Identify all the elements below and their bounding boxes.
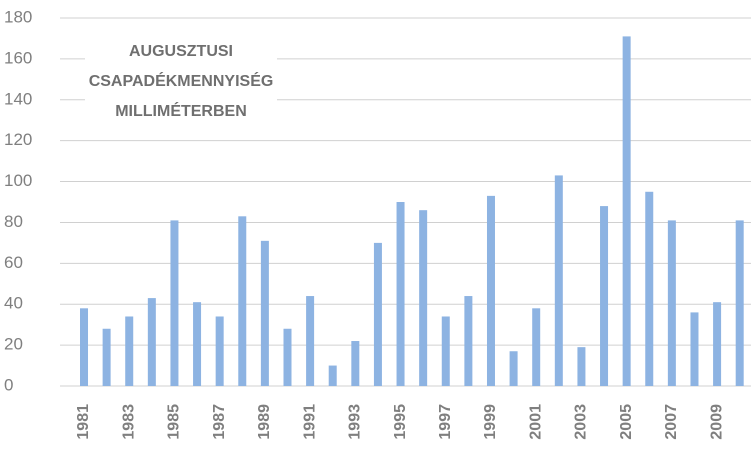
bar: [622, 36, 631, 387]
bar: [102, 328, 111, 386]
bar: [147, 298, 156, 386]
title-box: [85, 33, 277, 131]
bar: [193, 302, 202, 386]
bar: [532, 308, 541, 386]
bar: [373, 242, 382, 386]
x-tick-label: 1999: [482, 404, 499, 440]
x-tick-label: 1983: [120, 404, 137, 440]
bar: [238, 216, 247, 386]
bar: [554, 175, 563, 386]
x-tick-label: 2003: [573, 404, 590, 440]
y-tick-label: 160: [4, 48, 32, 67]
bar: [486, 195, 495, 386]
y-tick-label: 0: [4, 375, 13, 394]
x-tick-label: 1987: [211, 404, 228, 440]
x-tick-label: 1997: [437, 404, 454, 440]
y-tick-label: 80: [4, 212, 23, 231]
x-tick-label: 2007: [663, 404, 680, 440]
bar: [396, 202, 405, 386]
bar: [125, 316, 134, 386]
bar: [600, 206, 609, 386]
y-tick-label: 100: [4, 171, 32, 190]
y-tick-label: 40: [4, 294, 23, 313]
bar: [713, 302, 722, 386]
bar: [441, 316, 450, 386]
bar: [509, 351, 518, 386]
bar: [260, 240, 269, 386]
bar: [328, 365, 337, 386]
bar: [351, 341, 360, 386]
y-tick-label: 140: [4, 89, 32, 108]
bar: [645, 191, 654, 386]
x-tick-label: 1981: [75, 404, 92, 440]
bar: [306, 296, 315, 386]
bar: [577, 347, 586, 386]
x-tick-label: 2005: [618, 404, 635, 440]
x-tick-label: 1985: [166, 404, 183, 440]
bar: [170, 220, 179, 386]
x-tick-label: 1989: [256, 404, 273, 440]
y-tick-label: 180: [4, 7, 32, 26]
y-tick-label: 20: [4, 335, 23, 354]
bar: [215, 316, 224, 386]
chart-title: AUGUSZTUSI: [129, 43, 233, 60]
bar: [419, 210, 428, 386]
x-tick-label: 1993: [347, 404, 364, 440]
bar: [283, 328, 292, 386]
bar: [464, 296, 473, 386]
x-tick-label: 2009: [708, 404, 725, 440]
x-tick-label: 1995: [392, 404, 409, 440]
bar: [690, 312, 699, 386]
x-tick-label: 2001: [527, 404, 544, 440]
bar: [667, 220, 676, 386]
x-tick-label: 1991: [301, 404, 318, 440]
chart-title: MILLIMÉTERBEN: [115, 101, 247, 120]
chart-title: CSAPADÉKMENNYISÉG: [89, 71, 274, 90]
y-tick-label: 120: [4, 130, 32, 149]
bar: [735, 220, 744, 386]
y-tick-label: 60: [4, 253, 23, 272]
bar: [80, 308, 89, 386]
